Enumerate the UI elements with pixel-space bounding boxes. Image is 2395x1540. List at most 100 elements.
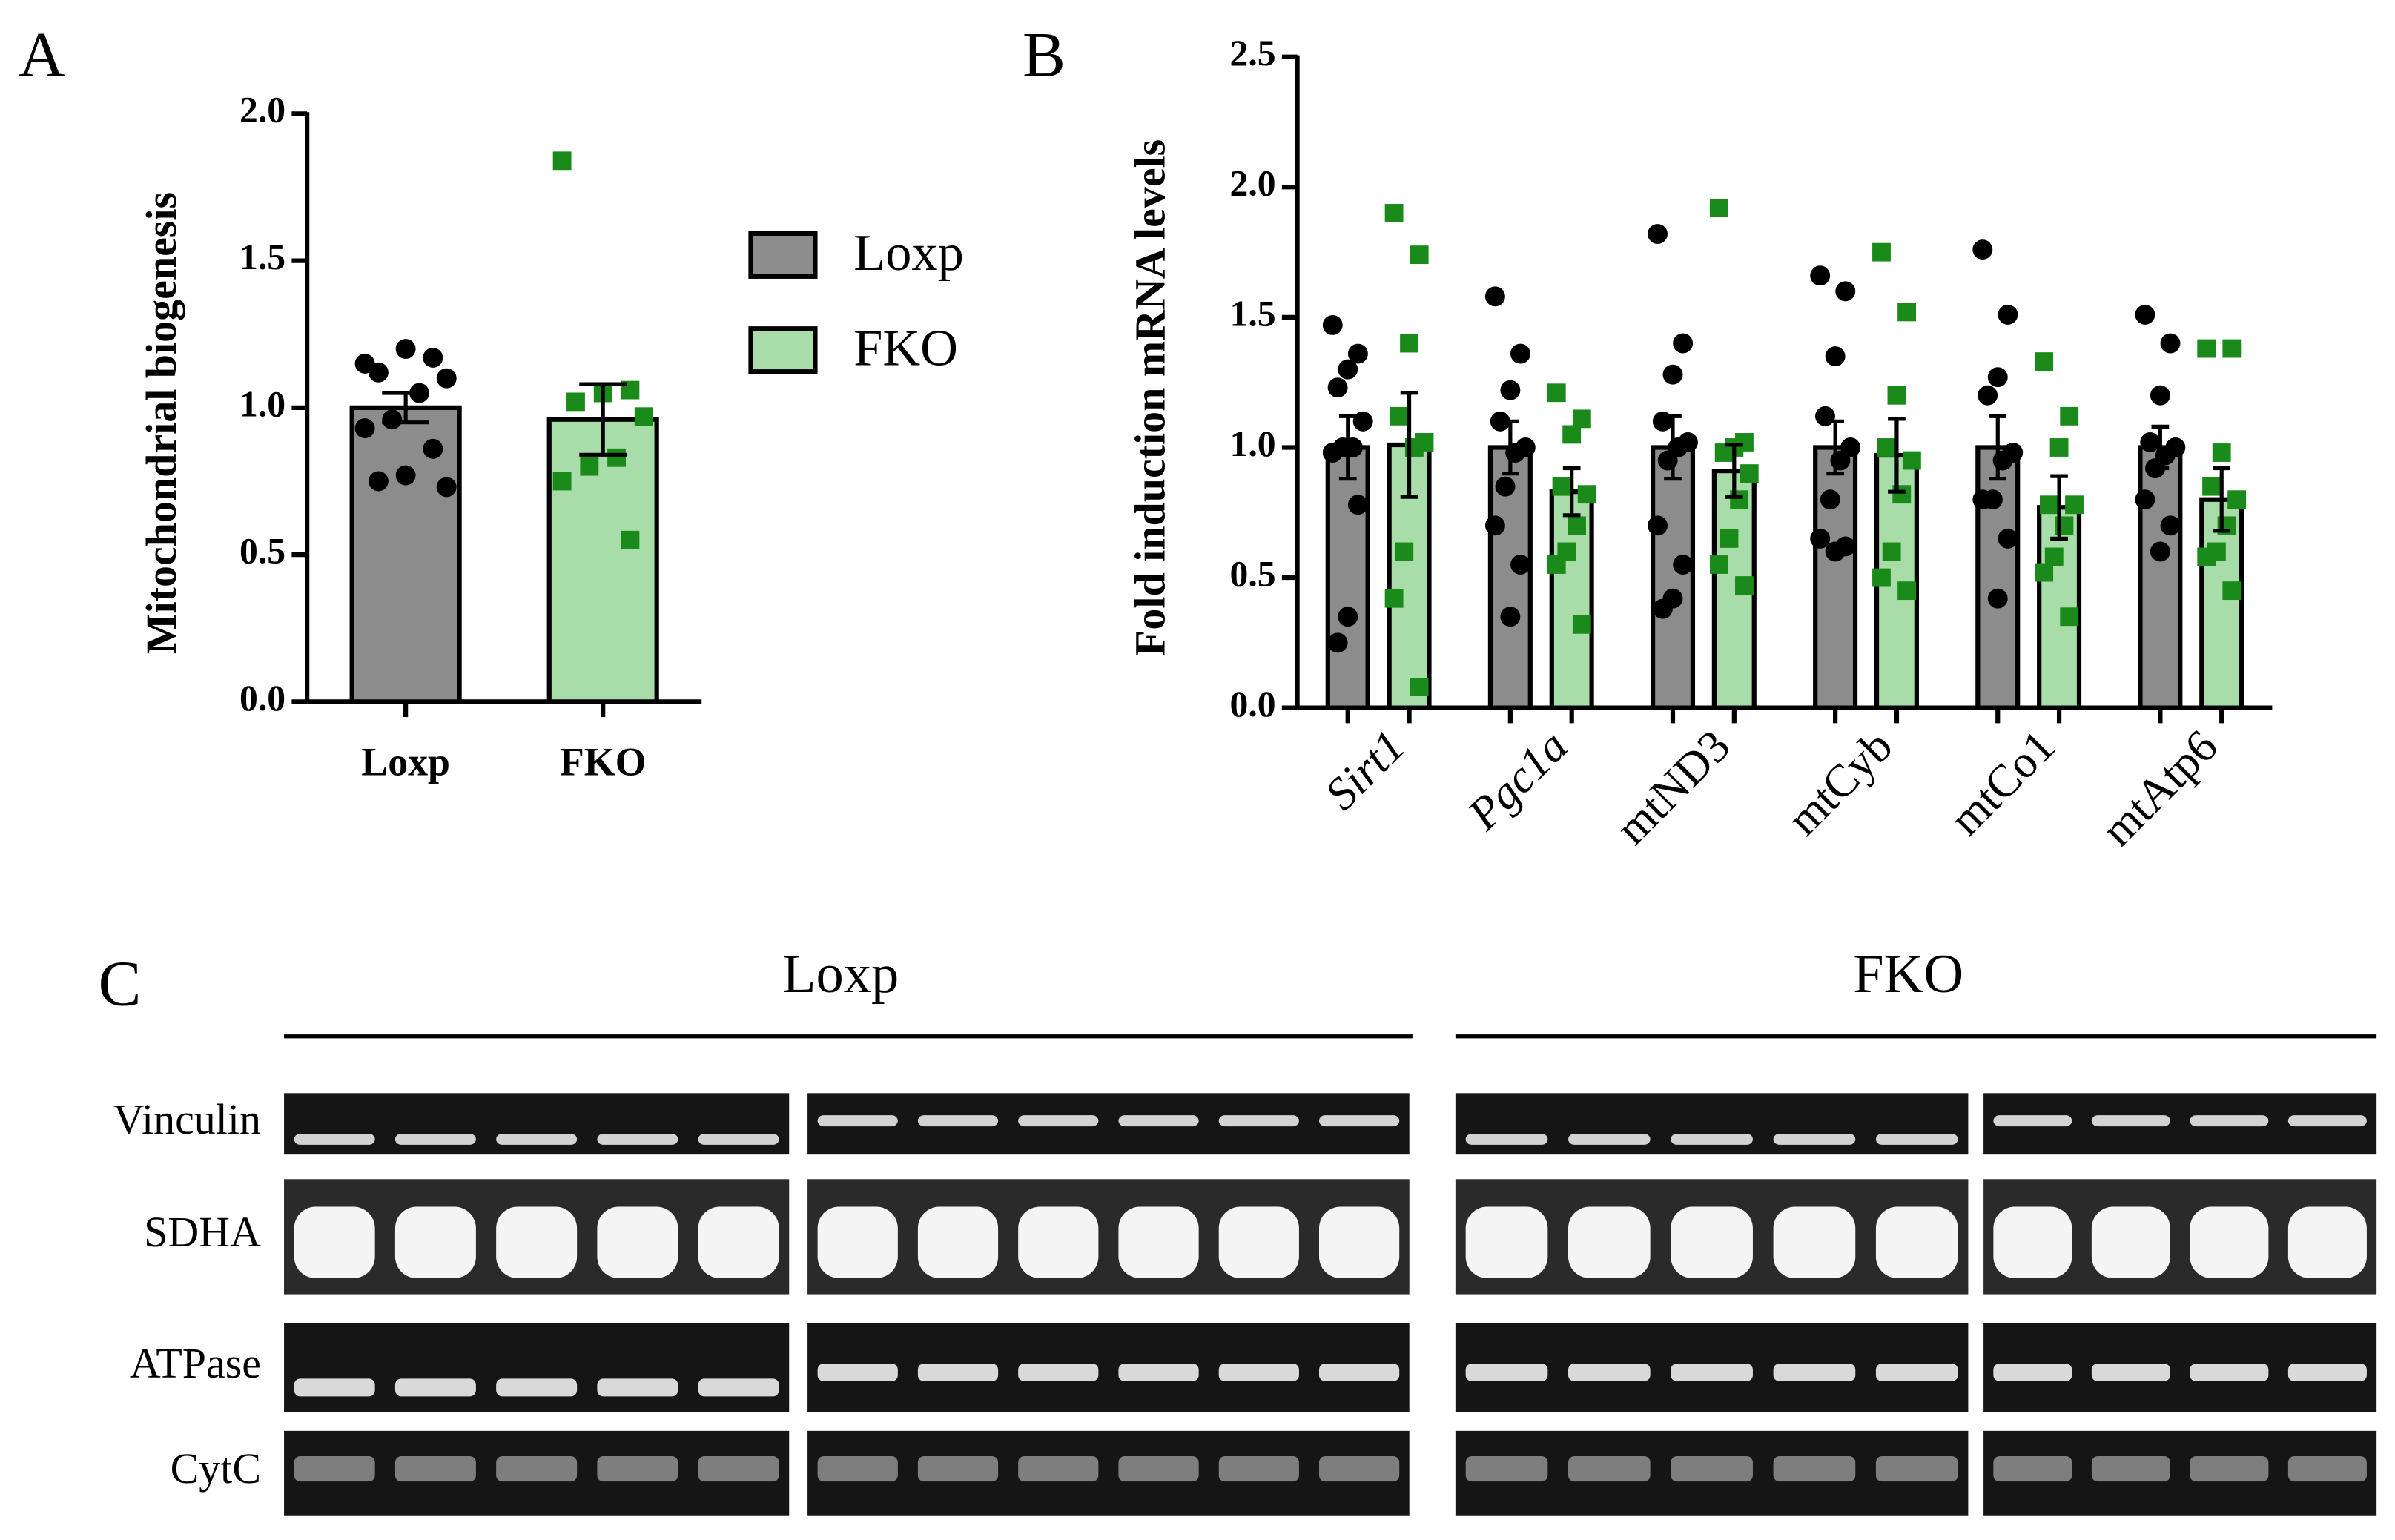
data-point [1872, 568, 1891, 587]
data-point [1327, 377, 1348, 398]
y-axis-label: Fold induction mRNA levels [1126, 139, 1174, 656]
data-point [1495, 476, 1516, 497]
blot-band [817, 1363, 898, 1381]
data-point [1338, 359, 1358, 380]
blot-band [1218, 1363, 1299, 1381]
blot-band [1875, 1134, 1958, 1145]
blot-band [1118, 1456, 1199, 1482]
blot-band [2190, 1206, 2269, 1278]
data-point [1897, 581, 1917, 601]
blot-band [1118, 1206, 1199, 1278]
blot-background [807, 1323, 1410, 1413]
bar [2138, 445, 2183, 710]
data-point [395, 339, 416, 360]
blot-band [394, 1134, 476, 1145]
data-point [2222, 339, 2242, 358]
y-tick-label: 0.0 [240, 678, 285, 718]
data-point [1987, 367, 2008, 388]
data-point [1484, 286, 1505, 307]
data-point [566, 392, 585, 412]
blot-background [807, 1430, 1410, 1516]
data-point [423, 438, 443, 459]
data-point [1673, 555, 1694, 575]
blot-band [1671, 1456, 1753, 1482]
data-point [2222, 581, 2242, 601]
data-point [2150, 541, 2170, 562]
blot-band [1773, 1206, 1856, 1278]
data-point [1547, 383, 1566, 403]
data-point [1825, 346, 1846, 367]
blot-band [597, 1134, 678, 1145]
data-point [1347, 495, 1368, 515]
blot-band [1671, 1206, 1753, 1278]
blot-band [1465, 1206, 1548, 1278]
data-point [1835, 281, 1856, 302]
data-point [2140, 432, 2161, 452]
blot-band [817, 1115, 898, 1127]
bar [546, 417, 659, 704]
x-tick-label: FKO [560, 740, 647, 784]
data-point [354, 418, 375, 439]
blot-band [698, 1134, 779, 1145]
blot-band [1018, 1456, 1099, 1482]
blot-band [1218, 1206, 1299, 1278]
data-point [382, 409, 403, 430]
blot-band [2091, 1456, 2170, 1482]
blot-band [597, 1456, 678, 1482]
data-point [1484, 515, 1505, 536]
y-tick-label: 1.0 [240, 383, 285, 424]
panel-letter: C [99, 948, 142, 1019]
data-point [1830, 450, 1851, 471]
blot-background [807, 1179, 1410, 1295]
bar [1325, 445, 1370, 710]
data-point [1500, 607, 1521, 627]
blot-band [817, 1206, 898, 1278]
data-point [1810, 265, 1831, 286]
data-point [1400, 334, 1418, 353]
blot-band [1465, 1134, 1548, 1145]
data-point [1395, 542, 1414, 561]
data-point [1505, 443, 1526, 463]
data-point [1390, 406, 1409, 426]
data-point [1510, 555, 1530, 575]
data-point [2135, 489, 2156, 510]
data-point [1338, 607, 1358, 627]
data-point [2160, 515, 2181, 536]
data-point [2197, 547, 2216, 566]
blot-band [698, 1378, 779, 1397]
blot-band [1671, 1363, 1753, 1381]
data-point [1872, 242, 1891, 262]
blot-band [1018, 1206, 1099, 1278]
y-tick-label: 1.0 [1229, 423, 1275, 464]
legend-swatch [748, 231, 818, 279]
blot-band [294, 1456, 375, 1482]
blot-band [1465, 1456, 1548, 1482]
data-point [1572, 615, 1591, 634]
data-point [1978, 385, 1998, 406]
y-axis-label: Mitochondrial biogenesis [137, 192, 185, 654]
blot-band [917, 1206, 999, 1278]
blot-band [1318, 1363, 1400, 1381]
data-point [1648, 224, 1668, 244]
blot-band [1875, 1456, 1958, 1482]
blot-background [284, 1323, 790, 1413]
data-point [1410, 678, 1429, 696]
blot-band [2190, 1456, 2269, 1482]
blot-band [294, 1378, 375, 1397]
blot-band [1773, 1456, 1856, 1482]
blot-band [597, 1206, 678, 1278]
data-point [1709, 198, 1728, 217]
data-point [1820, 489, 1840, 510]
data-point [1568, 516, 1586, 535]
blot-band [1465, 1363, 1548, 1381]
data-point [2065, 495, 2084, 515]
data-point [2150, 385, 2170, 406]
data-point [1998, 304, 2018, 325]
x-tick-label: mtCyb [1778, 721, 1903, 845]
data-point [1987, 588, 2008, 609]
data-point [634, 407, 653, 426]
data-point [1322, 314, 1343, 335]
data-point [1384, 589, 1404, 608]
data-point [1490, 411, 1510, 432]
